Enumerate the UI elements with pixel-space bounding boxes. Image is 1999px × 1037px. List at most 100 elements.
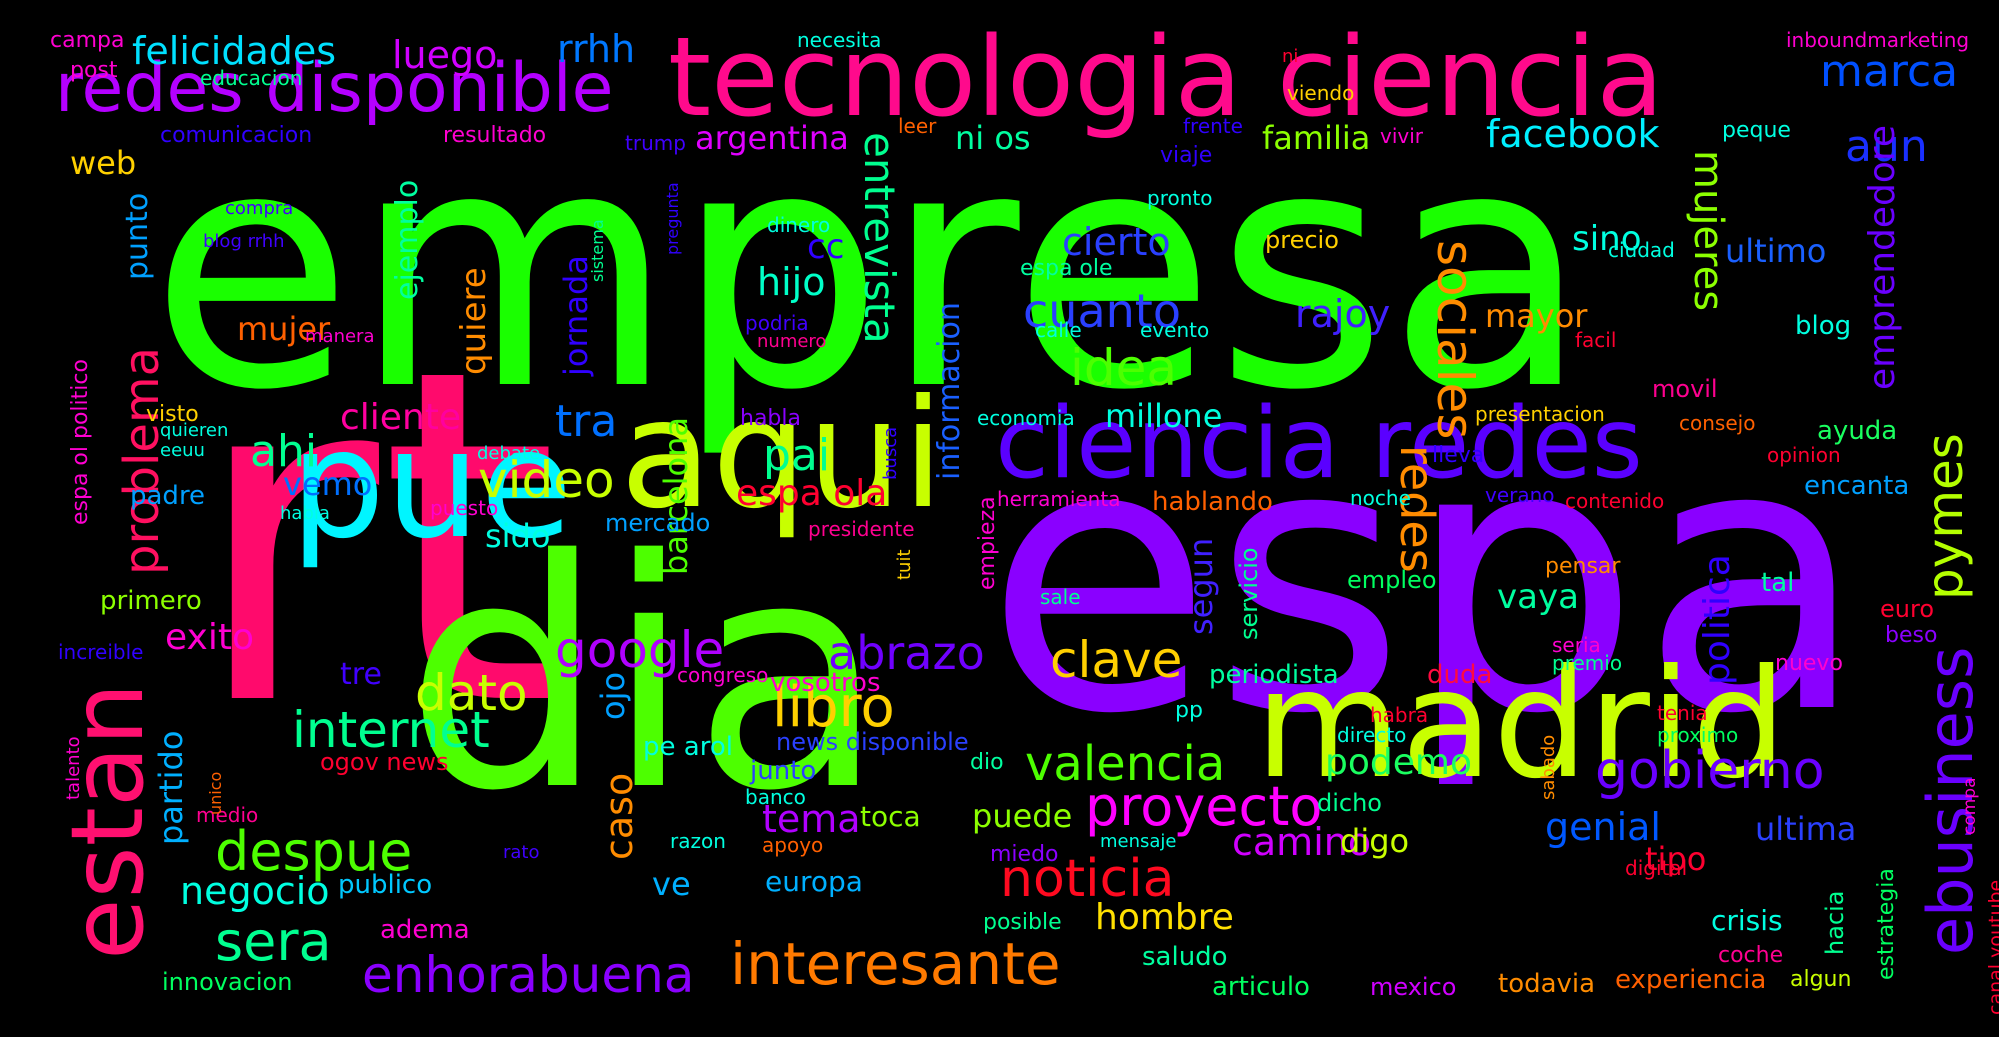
cloud-word: problema [114, 346, 170, 575]
cloud-word: caso [597, 772, 641, 860]
cloud-word: ciencia redes [995, 387, 1643, 501]
cloud-word: libro [772, 675, 895, 740]
cloud-word: dinero [767, 213, 831, 237]
cloud-word: interesante [730, 930, 1061, 998]
cloud-word: marca [1820, 46, 1959, 97]
cloud-word: podemo [1325, 742, 1472, 783]
cloud-word: mujeres [1685, 150, 1731, 312]
cloud-word: educacion [200, 66, 303, 90]
cloud-word: beso [1885, 623, 1938, 648]
cloud-word: argentina [695, 119, 849, 157]
cloud-word: digital [1625, 856, 1688, 880]
cloud-word: articulo [1212, 972, 1310, 1002]
cloud-word: vosotros [770, 668, 881, 698]
cloud-word: aun [1845, 121, 1928, 172]
cloud-word: clave [1050, 631, 1183, 689]
cloud-word: empieza [975, 496, 1000, 590]
cloud-word: proximo [1657, 723, 1739, 747]
cloud-word: politica [1697, 554, 1738, 685]
cloud-word: innovacion [162, 968, 293, 996]
cloud-word: rt [190, 272, 560, 807]
cloud-word: cierto [1062, 220, 1171, 264]
cloud-word: madrid [1255, 638, 1787, 812]
cloud-word: despue [215, 820, 413, 883]
cloud-word: evento [1140, 318, 1210, 342]
cloud-word: espa ole [1020, 256, 1113, 281]
cloud-word: talento [63, 736, 84, 800]
cloud-word: opinion [1767, 443, 1841, 467]
cloud-word: emprendedore [1862, 124, 1903, 390]
cloud-word: barcelona [657, 416, 695, 575]
cloud-word: dicho [1317, 789, 1382, 817]
cloud-word: rrhh [557, 27, 636, 71]
cloud-word: ojo [594, 671, 632, 720]
cloud-word: noticia [1000, 849, 1175, 909]
cloud-word: apoyo [762, 833, 824, 857]
cloud-word: ejemplo [390, 179, 425, 300]
cloud-word: aqui [620, 368, 944, 542]
cloud-word: segun [1182, 537, 1220, 635]
cloud-word: contenido [1565, 489, 1665, 513]
cloud-word: verano [1485, 483, 1555, 507]
cloud-word: estrategia [1874, 868, 1899, 980]
cloud-word: news disponible [776, 728, 969, 756]
cloud-word: inboundmarketing [1786, 28, 1970, 52]
cloud-word: herramienta [997, 487, 1121, 511]
cloud-word: nuevo [1775, 651, 1843, 676]
cloud-word: quieren [160, 420, 229, 441]
cloud-word: padre [130, 481, 206, 511]
cloud-word: debate [477, 443, 541, 464]
cloud-word: visto [146, 402, 199, 427]
cloud-word: vivir [1380, 124, 1424, 148]
cloud-word: quiere [454, 267, 494, 375]
cloud-word: campa [50, 28, 125, 53]
cloud-word: facil [1575, 328, 1617, 352]
cloud-word: hablando [1152, 487, 1273, 517]
cloud-word: pregunta [663, 182, 682, 255]
cloud-word: luego [392, 33, 498, 77]
cloud-word: saludo [1142, 942, 1228, 972]
cloud-word: informacion [932, 302, 967, 480]
cloud-word: sido [485, 517, 551, 555]
cloud-word: ni [1282, 46, 1299, 67]
cloud-word: euro [1880, 595, 1934, 623]
cloud-word: posible [983, 910, 1062, 935]
cloud-word: canal youtube [1985, 879, 1999, 1015]
cloud-word: junto [750, 756, 817, 786]
cloud-word: ahi [250, 426, 318, 477]
cloud-word: empresa [150, 78, 1590, 462]
cloud-word: numero [757, 331, 827, 352]
cloud-word: coche [1718, 943, 1784, 968]
cloud-word: gobierno [1595, 741, 1825, 801]
cloud-word: razon [670, 829, 726, 853]
cloud-word: sera [215, 910, 332, 973]
cloud-word: algun [1790, 967, 1852, 992]
cloud-word: rajoy [1295, 292, 1391, 336]
cloud-word: genial [1545, 805, 1661, 849]
cloud-word: pronto [1147, 186, 1213, 210]
cloud-word: tenia [1657, 701, 1708, 725]
cloud-word: enhorabuena [362, 946, 695, 1004]
cloud-word: mensaje [1100, 831, 1177, 852]
cloud-word: pai [763, 430, 831, 481]
cloud-word: ultima [1755, 810, 1857, 848]
cloud-word: punto [120, 192, 155, 280]
cloud-word: peque [1722, 118, 1791, 143]
cloud-word: necesita [797, 28, 882, 52]
cloud-word: europa [765, 865, 863, 898]
cloud-word: dia [405, 494, 886, 860]
cloud-word: espa ola [736, 473, 888, 514]
cloud-word: compa [1960, 777, 1980, 835]
cloud-word: partido [152, 730, 190, 845]
cloud-word: web [70, 144, 137, 182]
cloud-word: directo [1337, 723, 1407, 747]
cloud-word: consejo [1679, 411, 1756, 435]
cloud-word: tema [762, 797, 861, 841]
cloud-word: adema [380, 915, 470, 945]
cloud-word: pue [290, 398, 573, 572]
cloud-word: viendo [1287, 81, 1355, 105]
cloud-word: espa [985, 365, 1868, 795]
cloud-word: post [70, 58, 118, 83]
cloud-word: abrazo [828, 626, 985, 680]
